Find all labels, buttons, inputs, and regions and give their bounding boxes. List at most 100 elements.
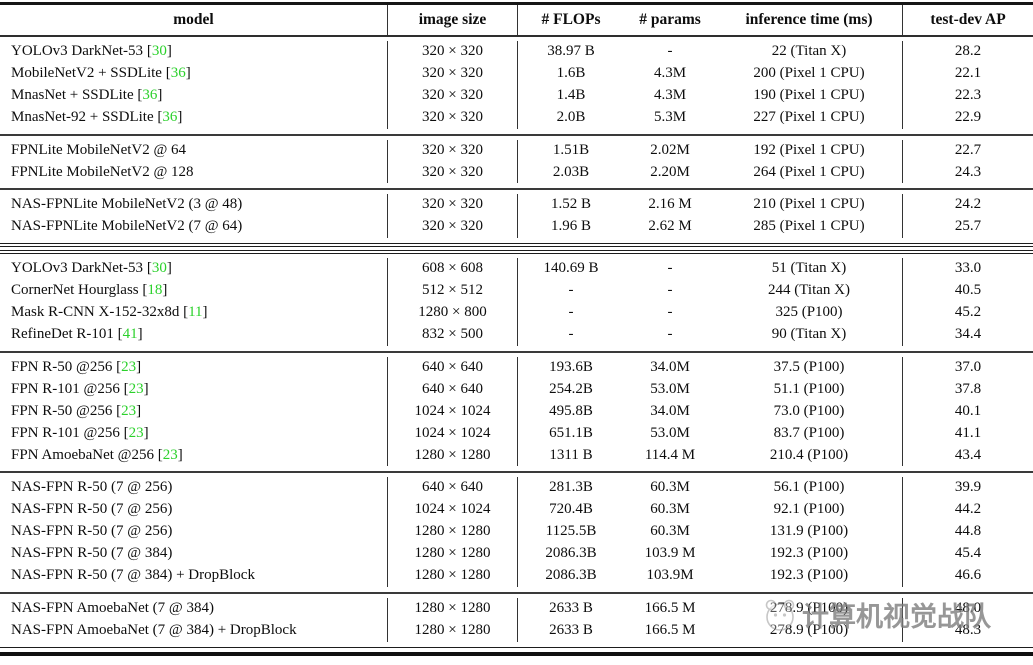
cell-test-dev-ap: 22.7 (902, 139, 1033, 162)
cell-params: 5.3M (653, 108, 687, 125)
row-group: NAS-FPN R-50 (7 @ 256) 640 × 640 281.3B … (0, 473, 1033, 592)
row-group: YOLOv3 DarkNet-53 [30] 320 × 320 38.97 B… (0, 37, 1033, 134)
citation-number: 11 (188, 304, 203, 321)
cell-params: 34.0M (650, 402, 690, 419)
cell-test-dev-ap: 37.0 (902, 356, 1033, 379)
table-row: RefineDet R-101 [41] 832 × 500 - - 90 (T… (0, 323, 1033, 346)
citation-number: 36 (162, 108, 178, 125)
table-header-row: model image size # FLOPs # params infere… (0, 5, 1033, 35)
cell-test-dev-ap: 24.2 (902, 194, 1033, 217)
cell-image-size: 320 × 320 (387, 139, 518, 162)
cell-image-size: 320 × 320 (387, 84, 518, 107)
cell-image-size: 1280 × 1280 (387, 597, 518, 620)
cell-image-size: 1280 × 800 (387, 302, 518, 324)
cell-image-size: 512 × 512 (387, 280, 518, 303)
column-header-inference-time: inference time (ms) (745, 11, 873, 28)
cell-image-size: 1024 × 1024 (387, 400, 518, 423)
table-row: NAS-FPN R-50 (7 @ 256) 1024 × 1024 720.4… (0, 499, 1033, 522)
cell-inference-time: 264 (Pixel 1 CPU) (753, 163, 865, 180)
column-header-model: model (173, 11, 214, 28)
table-row: NAS-FPN R-50 (7 @ 256) 640 × 640 281.3B … (0, 477, 1033, 500)
cell-test-dev-ap: 25.7 (902, 216, 1033, 239)
cell-flops: 140.69 B (543, 260, 599, 277)
table-row: FPNLite MobileNetV2 @ 64 320 × 320 1.51B… (0, 139, 1033, 162)
cell-image-size: 640 × 640 (387, 378, 518, 401)
cell-image-size: 640 × 640 (387, 477, 518, 500)
cell-flops: 193.6B (549, 358, 593, 375)
citation-number: 23 (121, 358, 137, 375)
citation-number: 30 (151, 43, 167, 59)
cell-model: MobileNetV2 + SSDLite [36] (11, 64, 191, 81)
cell-test-dev-ap: 34.4 (902, 323, 1033, 346)
citation-number: 23 (128, 380, 144, 397)
column-header-flops: # FLOPs (541, 11, 601, 28)
cell-inference-time: 192 (Pixel 1 CPU) (753, 141, 865, 158)
cell-test-dev-ap: 24.3 (902, 161, 1033, 184)
citation-number: 30 (151, 260, 167, 277)
group-divider-rule (0, 188, 1033, 191)
cell-params: 60.3M (650, 479, 690, 496)
citation-number: 41 (122, 325, 138, 342)
cell-model: NAS-FPN R-50 (7 @ 256) (11, 479, 173, 496)
cell-flops: 1311 B (549, 446, 593, 463)
cell-model: YOLOv3 DarkNet-53 [30] (11, 43, 172, 59)
table-bottom-rule (0, 646, 1033, 656)
cell-model: NAS-FPN R-50 (7 @ 384) (11, 545, 173, 562)
cell-inference-time: 56.1 (P100) (773, 479, 845, 496)
cell-params: 2.62 M (648, 218, 692, 235)
cell-params: 166.5 M (644, 599, 696, 616)
table-body: YOLOv3 DarkNet-53 [30] 320 × 320 38.97 B… (0, 37, 1033, 647)
cell-inference-time: 210 (Pixel 1 CPU) (753, 196, 865, 213)
cell-image-size: 1280 × 1280 (387, 619, 518, 642)
cell-image-size: 1280 × 1280 (387, 565, 518, 587)
cell-inference-time: 131.9 (P100) (769, 523, 849, 540)
column-header-params: # params (639, 11, 701, 28)
cell-params: 53.0M (650, 380, 690, 397)
table-top-rule (0, 2, 1033, 5)
table-row: YOLOv3 DarkNet-53 [30] 608 × 608 140.69 … (0, 258, 1033, 281)
cell-inference-time: 90 (Titan X) (771, 325, 847, 342)
cell-inference-time: 22 (Titan X) (771, 43, 847, 59)
cell-params: - (667, 260, 673, 277)
cell-params: 53.0M (650, 424, 690, 441)
cell-params: 166.5 M (644, 621, 696, 638)
cell-image-size: 608 × 608 (387, 258, 518, 281)
cell-model: NAS-FPNLite MobileNetV2 (7 @ 64) (11, 218, 243, 235)
table-row: MnasNet + SSDLite [36] 320 × 320 1.4B 4.… (0, 84, 1033, 107)
cell-inference-time: 83.7 (P100) (773, 424, 845, 441)
cell-model: MnasNet + SSDLite [36] (11, 86, 163, 103)
cell-test-dev-ap: 28.2 (902, 41, 1033, 63)
cell-flops: 1.51B (552, 141, 590, 158)
table-row: FPN R-50 @256 [23] 640 × 640 193.6B 34.0… (0, 356, 1033, 379)
cell-flops: 1.96 B (550, 218, 591, 235)
cell-image-size: 320 × 320 (387, 194, 518, 217)
citation-number: 23 (128, 424, 144, 441)
section-divider-rule (0, 243, 1033, 255)
cell-model: NAS-FPN AmoebaNet (7 @ 384) (11, 599, 214, 616)
table-row: CornerNet Hourglass [18] 512 × 512 - - 2… (0, 280, 1033, 303)
cell-test-dev-ap: 39.9 (902, 477, 1033, 500)
cell-flops: 720.4B (549, 501, 593, 518)
cell-inference-time: 200 (Pixel 1 CPU) (753, 64, 865, 81)
cell-test-dev-ap: 45.2 (902, 302, 1033, 324)
cell-flops: 651.1B (549, 424, 593, 441)
table-row: NAS-FPN R-50 (7 @ 384) + DropBlock 1280 … (0, 565, 1033, 587)
citation-number: 23 (162, 446, 178, 463)
cell-model: NAS-FPN AmoebaNet (7 @ 384) + DropBlock (11, 621, 297, 638)
cell-model: NAS-FPNLite MobileNetV2 (3 @ 48) (11, 196, 243, 213)
cell-params: 2.02M (650, 141, 690, 158)
cell-test-dev-ap: 22.1 (902, 62, 1033, 85)
table-row: FPNLite MobileNetV2 @ 128 320 × 320 2.03… (0, 161, 1033, 184)
cell-image-size: 832 × 500 (387, 323, 518, 346)
cell-params: - (667, 43, 673, 59)
cell-inference-time: 325 (P100) (775, 304, 843, 321)
cell-model: FPNLite MobileNetV2 @ 64 (11, 141, 187, 158)
cell-flops: - (568, 325, 574, 342)
cell-inference-time: 278.9 (P100) (769, 599, 849, 616)
row-group: YOLOv3 DarkNet-53 [30] 608 × 608 140.69 … (0, 254, 1033, 351)
cell-model: YOLOv3 DarkNet-53 [30] (11, 260, 172, 277)
cell-flops: - (568, 282, 574, 299)
cell-params: 103.9 M (644, 545, 696, 562)
cell-test-dev-ap: 45.4 (902, 543, 1033, 566)
table-row: FPN R-101 @256 [23] 640 × 640 254.2B 53.… (0, 378, 1033, 401)
